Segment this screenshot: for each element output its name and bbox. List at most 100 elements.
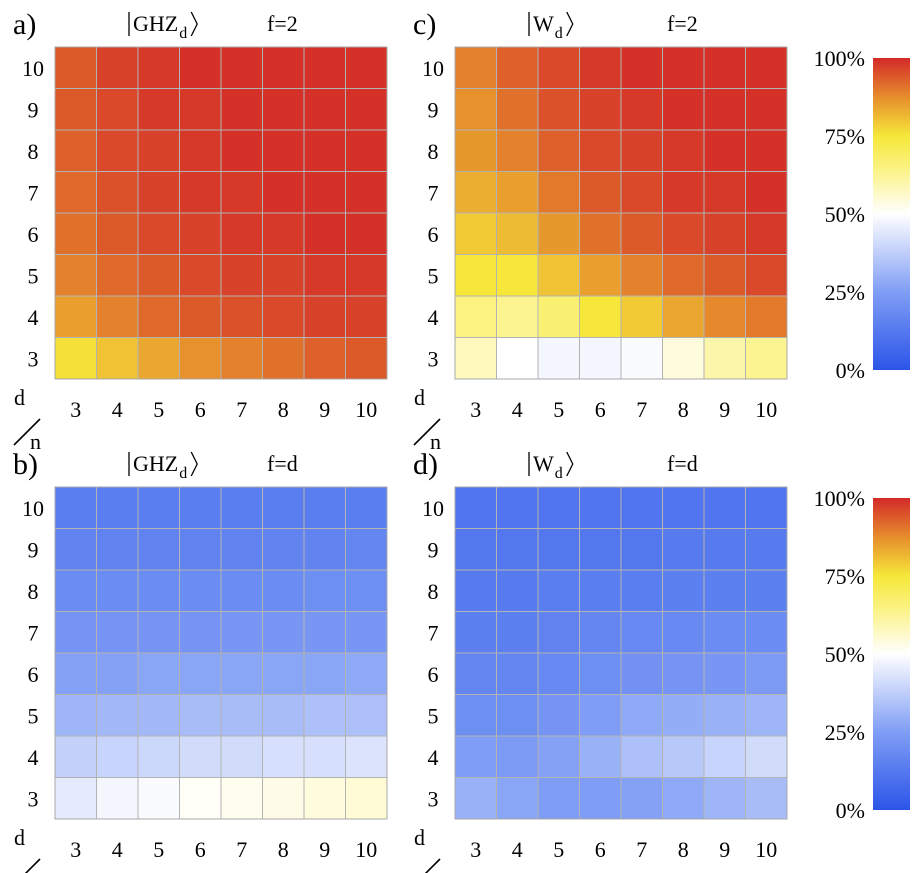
- heatmap-cell: [454, 652, 497, 695]
- heatmap-cell: [96, 735, 139, 778]
- heatmap-cell: [179, 694, 222, 737]
- heatmap-cell: [537, 528, 580, 571]
- heatmap-cell: [137, 652, 180, 695]
- panel-letter: d): [413, 448, 438, 481]
- heatmap-cell: [496, 88, 539, 131]
- heatmap-cell: [54, 569, 97, 612]
- heatmap-cell: [179, 486, 222, 529]
- heatmap-cell: [454, 486, 497, 529]
- heatmap-cell: [579, 212, 622, 255]
- y-tick-label: 7: [428, 620, 439, 645]
- heatmap-cell: [620, 88, 663, 131]
- heatmap-cell: [745, 486, 788, 529]
- colorbar-tick-label: 50%: [825, 642, 865, 667]
- heatmap-cell: [662, 295, 705, 338]
- y-tick-label: 4: [28, 305, 39, 330]
- colorbar-tick-label: 0%: [836, 358, 865, 383]
- heatmap-cell: [179, 735, 222, 778]
- ket-angle: [566, 451, 574, 477]
- heatmap-cell: [220, 46, 263, 89]
- heatmap-cell: [703, 694, 746, 737]
- x-tick-label: 9: [719, 397, 730, 422]
- heatmap-cell: [303, 254, 346, 297]
- heatmap-cell: [220, 129, 263, 172]
- heatmap-cell: [579, 254, 622, 297]
- heatmap-cell: [54, 611, 97, 654]
- x-tick-label: 5: [553, 397, 564, 422]
- y-tick-label: 9: [28, 537, 39, 562]
- y-tick-label: 8: [428, 139, 439, 164]
- heatmap-cell: [179, 88, 222, 131]
- x-tick-label: 6: [595, 837, 606, 862]
- heatmap-cell: [96, 46, 139, 89]
- x-tick-label: 3: [70, 397, 81, 422]
- heatmap-cell: [96, 171, 139, 214]
- heatmap-cell: [579, 694, 622, 737]
- heatmap-cell: [179, 129, 222, 172]
- heatmap-cell: [579, 295, 622, 338]
- colorbar-top: 100% 75% 50% 25% 0%: [814, 46, 910, 383]
- heatmap-cell: [303, 735, 346, 778]
- param-label: f=d: [667, 451, 698, 476]
- heatmap-cell: [303, 46, 346, 89]
- heatmap-cell: [620, 486, 663, 529]
- heatmap-cell: [137, 295, 180, 338]
- heatmap-cell: [303, 295, 346, 338]
- heatmap-cell: [179, 295, 222, 338]
- ket-subscript: d: [555, 465, 563, 482]
- ket-state: GHZ: [133, 451, 178, 476]
- heatmap-cell: [537, 254, 580, 297]
- heatmap-cell: [303, 528, 346, 571]
- heatmap-cell: [262, 569, 305, 612]
- heatmap-cell: [262, 694, 305, 737]
- heatmap-cell: [620, 295, 663, 338]
- y-tick-label: 5: [28, 263, 39, 288]
- heatmap-cell: [537, 212, 580, 255]
- x-tick-label: 9: [319, 397, 330, 422]
- heatmap-cell: [662, 212, 705, 255]
- heatmap-cell: [454, 611, 497, 654]
- heatmap-frame: [54, 46, 388, 380]
- heatmap-cell: [54, 735, 97, 778]
- heatmap-cell: [303, 486, 346, 529]
- y-tick-label: 6: [28, 222, 39, 247]
- heatmap-cell: [703, 295, 746, 338]
- heatmap-cell: [496, 486, 539, 529]
- heatmap-cell: [137, 88, 180, 131]
- heatmap-cell: [262, 611, 305, 654]
- heatmap-cell: [137, 254, 180, 297]
- heatmap-cell: [496, 337, 539, 380]
- heatmap-cell: [620, 611, 663, 654]
- heatmap-cell: [537, 337, 580, 380]
- heatmap-cell: [54, 337, 97, 380]
- heatmap-cell: [579, 88, 622, 131]
- y-tick-label: 9: [428, 97, 439, 122]
- y-tick-label: 10: [422, 56, 444, 81]
- ket-subscript: d: [179, 25, 187, 42]
- heatmap-cell: [454, 337, 497, 380]
- heatmap-cell: [745, 295, 788, 338]
- heatmap-cell: [745, 569, 788, 612]
- heatmap-cell: [54, 652, 97, 695]
- heatmap-cell: [662, 694, 705, 737]
- x-tick-label: 3: [70, 837, 81, 862]
- y-tick-label: 4: [28, 745, 39, 770]
- heatmap-cell: [620, 528, 663, 571]
- axis-corner-n: n: [30, 869, 41, 873]
- heatmap-cell: [620, 777, 663, 820]
- heatmap-cell: [703, 611, 746, 654]
- y-tick-label: 3: [28, 786, 39, 811]
- heatmap-cell: [579, 171, 622, 214]
- heatmap-cell: [579, 337, 622, 380]
- heatmap-cell: [137, 129, 180, 172]
- heatmap-cell: [496, 569, 539, 612]
- heatmap-cell: [220, 295, 263, 338]
- heatmap-cell: [262, 212, 305, 255]
- heatmap-cell: [262, 735, 305, 778]
- colorbar-tick-label: 75%: [825, 564, 865, 589]
- heatmap-cell: [96, 528, 139, 571]
- heatmap-cell: [620, 652, 663, 695]
- heatmap-cell: [137, 46, 180, 89]
